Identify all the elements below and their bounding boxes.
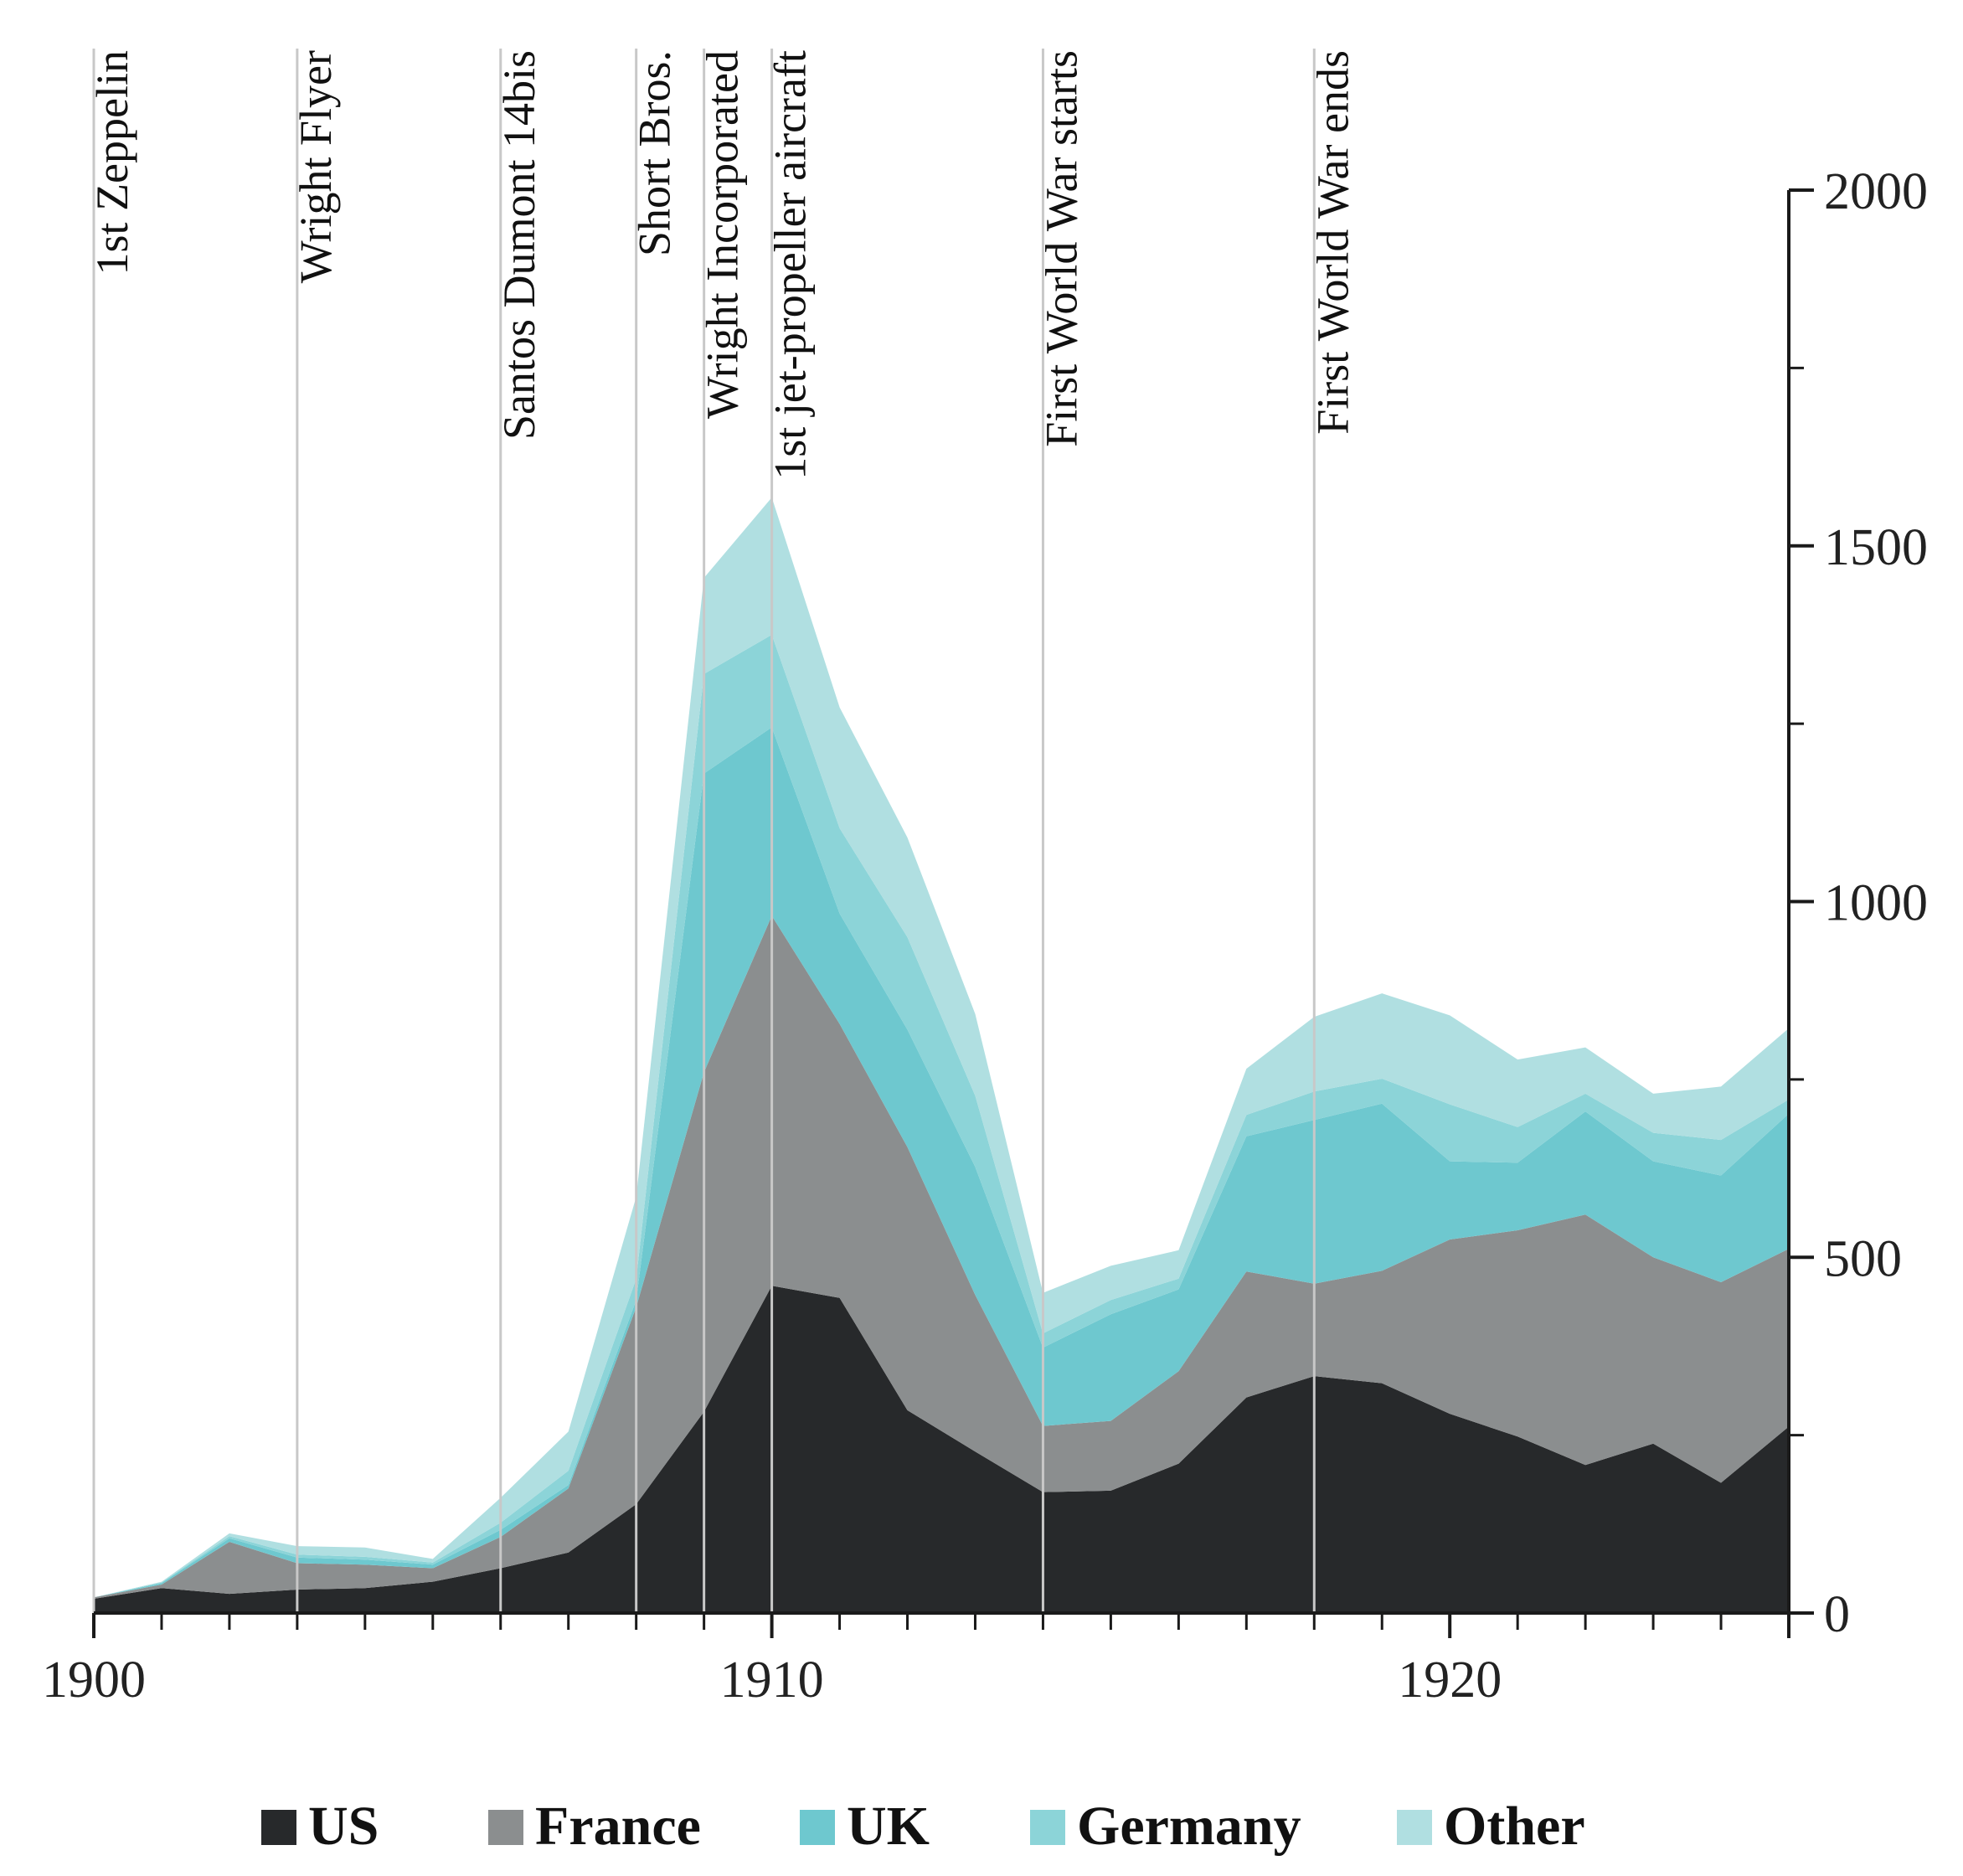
y-tick-label: 2000 <box>1824 163 1928 220</box>
area-france <box>94 915 1789 1599</box>
y-tick-label: 500 <box>1824 1230 1902 1287</box>
event-label: First World War starts <box>1036 50 1086 447</box>
event-label: Wright Incorporated <box>698 50 748 419</box>
event-markers: 1st Zeppelin Wright Flyer Santos Dumont 14… <box>87 49 1358 1613</box>
legend: US France UK Germany Other <box>261 1796 1585 1857</box>
legend-label-us: US <box>308 1796 379 1857</box>
area-other <box>94 497 1789 1598</box>
area-germany <box>94 634 1789 1598</box>
area-uk <box>94 727 1789 1598</box>
legend-swatch-other <box>1397 1810 1432 1845</box>
x-tick-label: 1920 <box>1398 1652 1502 1708</box>
legend-label-germany: Germany <box>1077 1796 1301 1857</box>
legend-label-uk: UK <box>847 1796 930 1857</box>
event-label: 1st Zeppelin <box>87 50 137 275</box>
legend-label-france: France <box>535 1796 701 1857</box>
event-label: Santos Dumont 14bis <box>494 50 544 440</box>
y-tick-label: 0 <box>1824 1586 1850 1643</box>
axes: 1900 1910 1920 0 500 1000 1500 2000 <box>42 163 1928 1708</box>
x-tick-label: 1910 <box>720 1652 824 1708</box>
legend-swatch-us <box>261 1810 296 1845</box>
x-tick-label: 1900 <box>42 1652 146 1708</box>
event-label: Short Bros. <box>630 50 680 256</box>
series-areas <box>94 497 1789 1613</box>
y-tick-label: 1000 <box>1824 875 1928 932</box>
area-us <box>94 1286 1789 1613</box>
legend-swatch-germany <box>1030 1810 1065 1845</box>
legend-label-other: Other <box>1444 1796 1585 1857</box>
y-tick-label: 1500 <box>1824 519 1928 576</box>
event-label: Wright Flyer <box>291 50 341 283</box>
legend-swatch-france <box>488 1810 523 1845</box>
event-label: First World War ends <box>1307 50 1358 435</box>
event-label: 1st jet-propeller aircraft <box>765 50 816 480</box>
legend-swatch-uk <box>800 1810 835 1845</box>
